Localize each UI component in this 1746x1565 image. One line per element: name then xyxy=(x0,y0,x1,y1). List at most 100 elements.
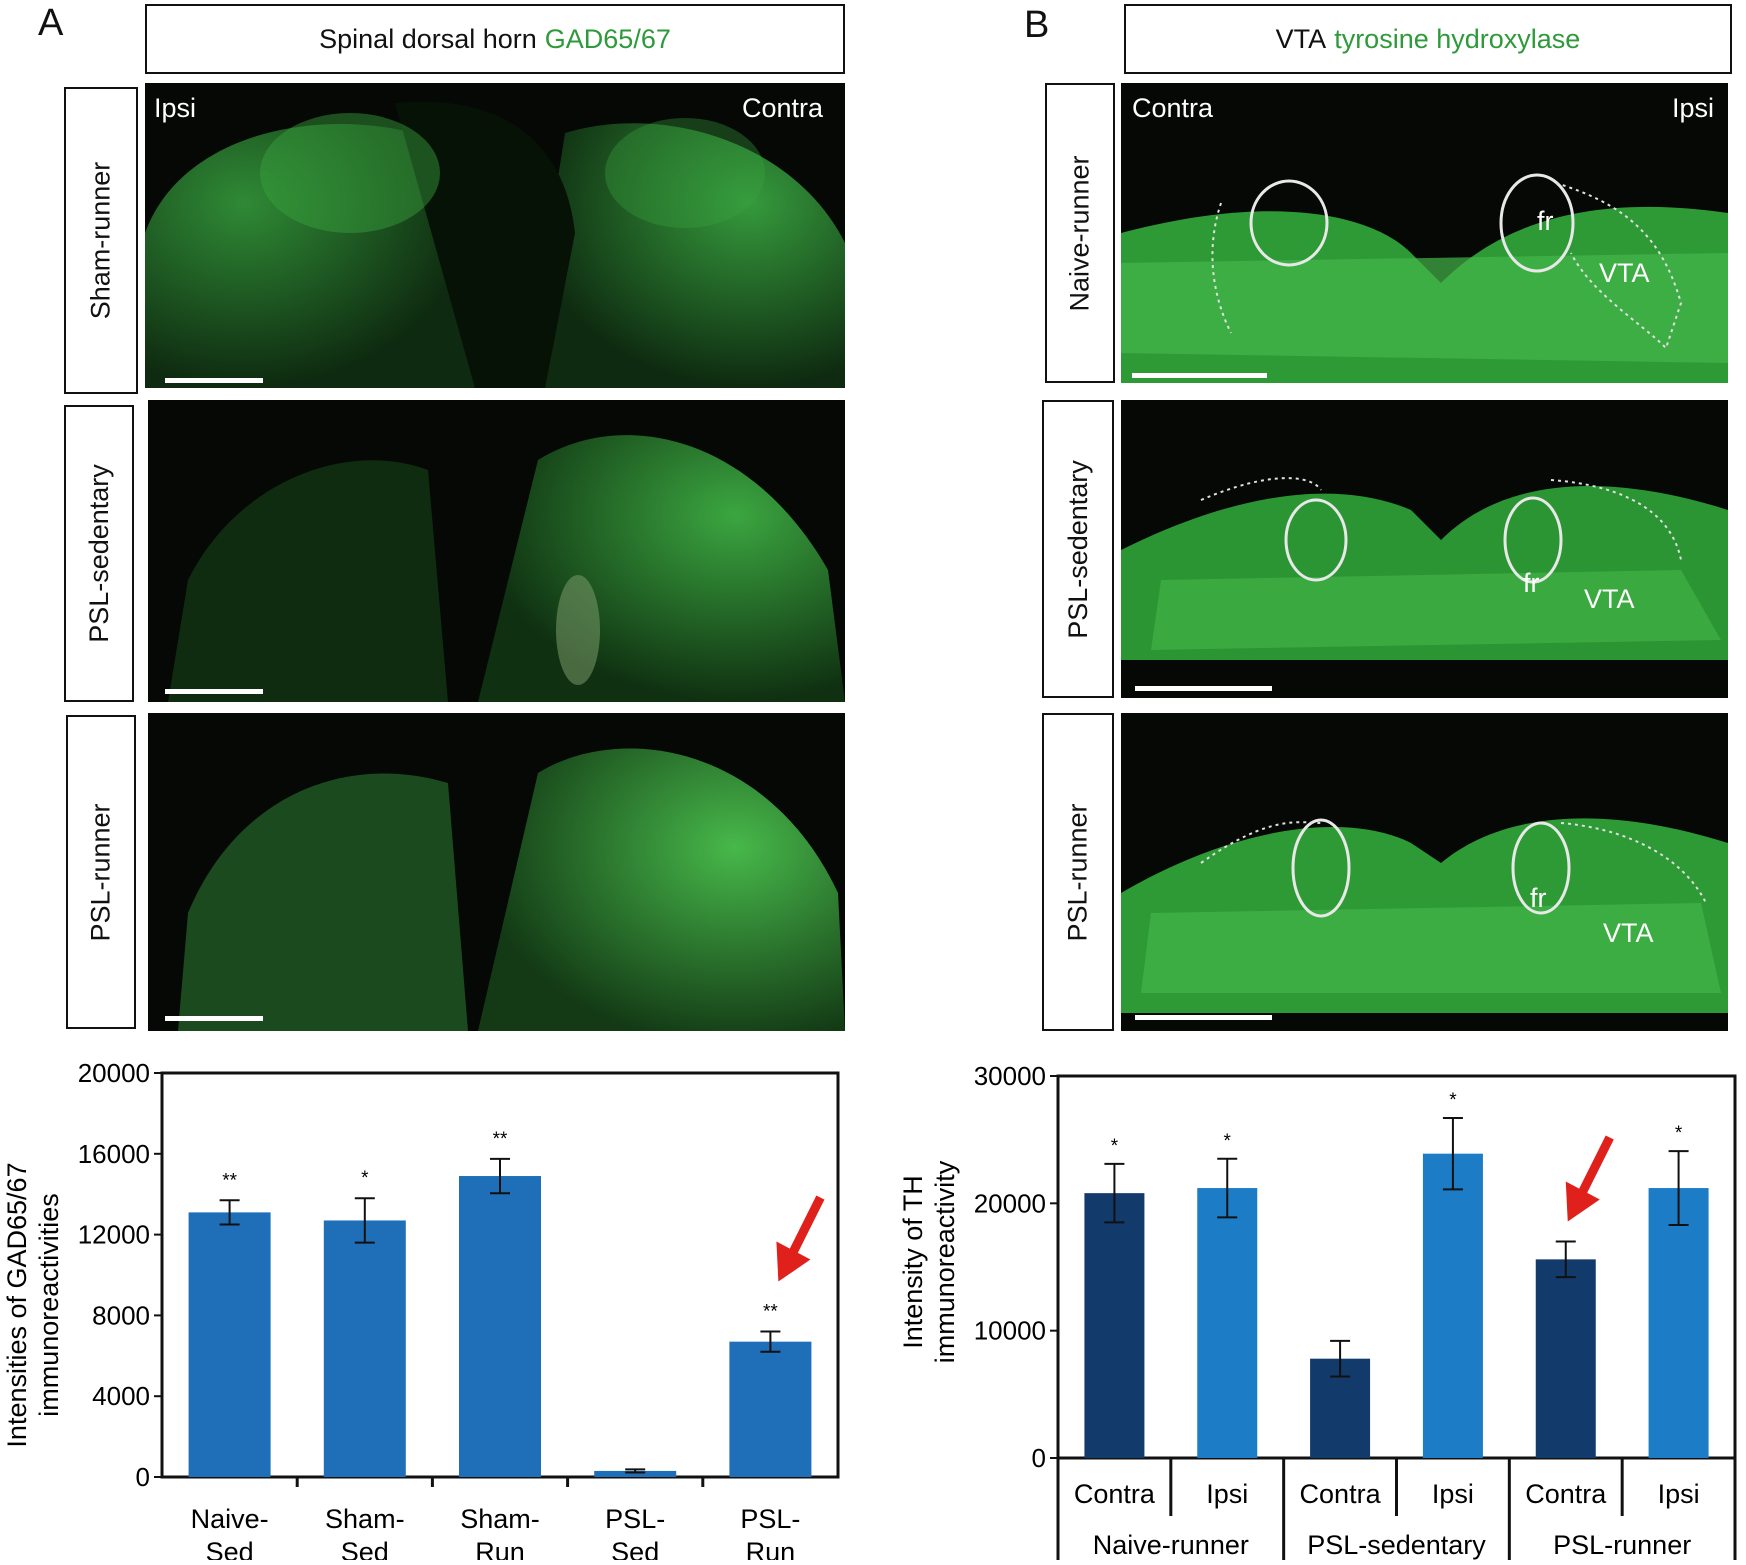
y-tick-label: 4000 xyxy=(92,1381,150,1411)
panel-a-contra-label: Contra xyxy=(742,93,824,123)
scale-bar xyxy=(165,378,263,383)
bar xyxy=(1648,1188,1709,1458)
y-axis-label-line2: immunoreactivity xyxy=(930,1160,960,1363)
x-label-line2: Sed xyxy=(341,1537,389,1560)
panel-b-row-label-2: PSL-sedentary xyxy=(1042,400,1114,698)
panel-a-image-sham-runner xyxy=(145,83,845,388)
dorsal-horn-stain xyxy=(168,435,845,702)
fr-label: fr xyxy=(1530,883,1547,913)
vta-label: VTA xyxy=(1599,258,1650,288)
panel-b-contra-label: Contra xyxy=(1132,93,1214,123)
gad-bar-chart: 20000 16000 12000 8000 4000 0 ** Naive- Sed * Sham… xyxy=(2,1058,840,1565)
y-axis-label-line2: immunoreactivities xyxy=(34,1193,64,1417)
panel-b-image-psl-runner xyxy=(1121,713,1728,1031)
vta-stain xyxy=(1121,173,1728,383)
side-label: Contra xyxy=(1074,1479,1156,1509)
x-label-line1: Naive- xyxy=(191,1504,269,1534)
x-label-line2: Run xyxy=(746,1537,796,1560)
bar xyxy=(459,1176,541,1477)
y-tick-label: 30000 xyxy=(974,1061,1046,1091)
panel-a-row-label-1: Sham-runner xyxy=(64,87,138,394)
row-label-text: PSL-runner xyxy=(1062,802,1093,942)
y-axis-label-line1: Intensities of GAD65/67 xyxy=(2,1162,32,1447)
side-label: Ipsi xyxy=(1658,1479,1700,1509)
significance-mark: * xyxy=(1449,1090,1457,1111)
row-label-text: PSL-sedentary xyxy=(1062,459,1093,639)
panel-a-title-plain: Spinal dorsal horn xyxy=(319,23,537,54)
panel-b-title: VTA tyrosine hydroxylase xyxy=(1124,4,1732,74)
panel-a-image-psl-runner xyxy=(148,713,845,1031)
red-arrow-head xyxy=(776,1241,811,1282)
side-label: Contra xyxy=(1525,1479,1607,1509)
scale-bar xyxy=(165,689,263,694)
scale-bar xyxy=(1135,686,1272,691)
dorsal-horn-stain xyxy=(178,748,845,1031)
y-tick-label: 16000 xyxy=(78,1139,150,1169)
side-label: Ipsi xyxy=(1206,1479,1248,1509)
y-tick-label: 0 xyxy=(136,1462,150,1492)
side-label: Contra xyxy=(1300,1479,1382,1509)
bar xyxy=(1197,1188,1258,1458)
bar xyxy=(323,1220,406,1477)
group-label: PSL-runner xyxy=(1553,1530,1691,1560)
significance-mark: ** xyxy=(493,1129,508,1150)
bar xyxy=(594,1470,677,1477)
row-label-text: PSL-sedentary xyxy=(83,464,114,643)
scale-bar xyxy=(165,1016,263,1021)
red-arrow-head xyxy=(1565,1181,1600,1222)
group-label: PSL-sedentary xyxy=(1307,1530,1486,1560)
row-label-text: Sham-runner xyxy=(85,161,116,320)
x-label-line2: Run xyxy=(475,1537,525,1560)
bar xyxy=(1084,1193,1145,1458)
x-label-line1: Sham- xyxy=(460,1504,540,1534)
panel-b-image-naive-runner xyxy=(1121,83,1728,383)
y-tick-label: 10000 xyxy=(974,1316,1046,1346)
plot-frame xyxy=(1056,1074,1737,1460)
panel-b-title-green: tyrosine hydroxylase xyxy=(1334,23,1581,54)
panel-b-letter: B xyxy=(1024,4,1050,46)
dorsal-horn-stain xyxy=(145,101,845,388)
th-chart: 30000 20000 10000 0 * Contra * Ipsi Contra * Ipsi C… xyxy=(873,1050,1746,1565)
fr-label: fr xyxy=(1537,206,1554,236)
group-label: Naive-runner xyxy=(1093,1530,1249,1560)
th-bar-chart: 30000 20000 10000 0 * Contra * Ipsi Contra * Ipsi C… xyxy=(898,1061,1737,1565)
bar xyxy=(1535,1259,1596,1458)
scale-bar xyxy=(1132,373,1267,378)
y-tick-label: 20000 xyxy=(974,1188,1046,1218)
panel-a-ipsi-label: Ipsi xyxy=(154,93,197,123)
significance-mark: * xyxy=(361,1168,369,1189)
panel-a-letter: A xyxy=(38,2,64,44)
x-label-line1: PSL- xyxy=(740,1504,800,1534)
y-tick-label: 12000 xyxy=(78,1220,150,1250)
vta-label: VTA xyxy=(1603,918,1654,948)
bar xyxy=(188,1212,271,1477)
x-label-line1: PSL- xyxy=(605,1504,665,1534)
x-label-line2: Sed xyxy=(206,1537,254,1560)
y-tick-label: 0 xyxy=(1032,1443,1046,1473)
x-label-line2: Sed xyxy=(611,1537,659,1560)
significance-mark: * xyxy=(1111,1136,1119,1157)
x-label-line1: Sham- xyxy=(325,1504,405,1534)
fr-label: fr xyxy=(1523,568,1540,598)
panel-a-title: Spinal dorsal horn GAD65/67 xyxy=(145,4,845,74)
row-label-text: Naive-runner xyxy=(1064,154,1095,312)
significance-mark: * xyxy=(1224,1131,1232,1152)
y-axis-label-line1: Intensity of TH xyxy=(898,1175,928,1349)
significance-mark: ** xyxy=(763,1302,778,1323)
bar xyxy=(729,1341,812,1477)
panel-b-title-plain: VTA xyxy=(1275,23,1327,54)
panel-b-row-label-3: PSL-runner xyxy=(1042,713,1114,1031)
panel-b-image-psl-sedentary xyxy=(1121,400,1728,698)
vta-stain xyxy=(1121,477,1728,660)
panel-a-title-green: GAD65/67 xyxy=(544,23,671,54)
y-tick-label: 8000 xyxy=(92,1300,150,1330)
row-label-text: PSL-runner xyxy=(85,802,116,942)
panel-b-ipsi-label: Ipsi xyxy=(1672,93,1715,123)
panel-a-image-psl-sedentary xyxy=(148,400,845,702)
panel-b-row-label-1: Naive-runner xyxy=(1045,83,1115,383)
vta-label: VTA xyxy=(1584,584,1635,614)
gad-chart: 20000 16000 12000 8000 4000 0 ** Naive- Sed * Sham… xyxy=(0,1050,873,1565)
panel-a-row-label-3: PSL-runner xyxy=(66,715,136,1029)
significance-mark: * xyxy=(1675,1123,1683,1144)
significance-mark: ** xyxy=(222,1170,237,1191)
